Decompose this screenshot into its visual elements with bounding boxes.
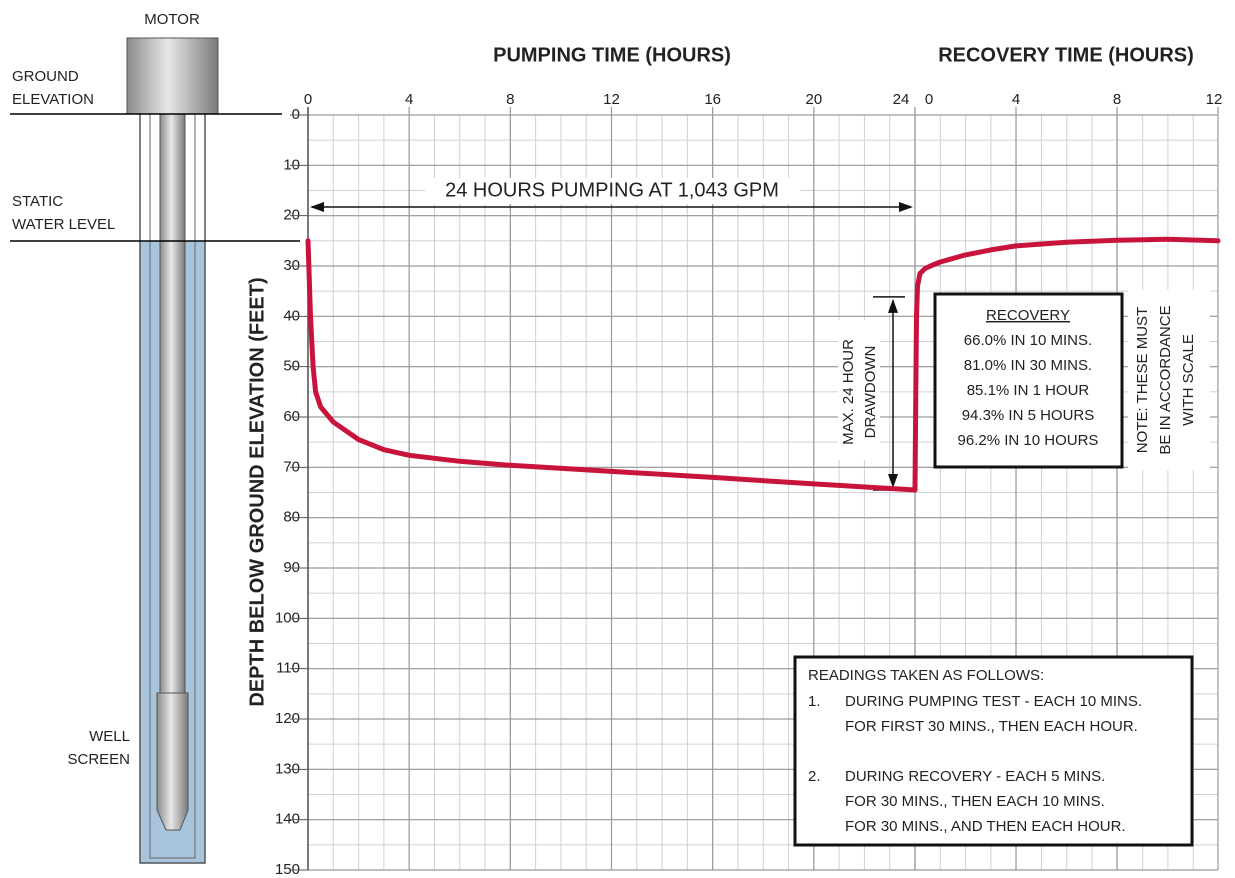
annotation: DRAWDOWN (862, 346, 879, 439)
note: BE IN ACCORDANCE (1157, 305, 1174, 454)
readings-number: 1. (808, 693, 821, 710)
recovery-line: 66.0% IN 10 MINS. (964, 332, 1092, 349)
x-tick-label: 4 (405, 91, 413, 108)
recovery-line: 81.0% IN 30 MINS. (964, 357, 1092, 374)
x-tick-label: 0 (304, 91, 312, 108)
annotation: 24 HOURS PUMPING AT 1,043 GPM (445, 179, 779, 201)
x2-tick-label: 0 (925, 91, 933, 108)
y-tick-label: 130 (275, 760, 300, 777)
readings-line: FOR 30 MINS., AND THEN EACH HOUR. (845, 818, 1126, 835)
y-tick-label: 140 (275, 811, 300, 828)
annotation: MAX. 24 HOUR (840, 339, 857, 445)
readings-line: FOR 30 MINS., THEN EACH 10 MINS. (845, 793, 1105, 810)
label: GROUND (12, 68, 79, 85)
readings-line: FOR FIRST 30 MINS., THEN EACH HOUR. (845, 718, 1138, 735)
y-tick-label: 150 (275, 861, 300, 878)
y-tick-label: 20 (283, 207, 300, 224)
y-tick-label: 100 (275, 609, 300, 626)
x2-tick-label: 4 (1012, 91, 1020, 108)
y-tick-label: 110 (276, 660, 300, 677)
label: ELEVATION (12, 91, 94, 108)
label: WELL (89, 728, 130, 745)
label: MOTOR (144, 11, 200, 28)
readings-number: 2. (808, 768, 821, 785)
y-tick-label: 40 (283, 307, 300, 324)
x-tick-label: 12 (603, 91, 620, 108)
x-title: PUMPING TIME (HOURS) (493, 44, 731, 66)
y-tick-label: 50 (283, 358, 300, 375)
readings-box (795, 657, 1192, 845)
motor (127, 38, 218, 114)
recovery-line: 96.2% IN 10 HOURS (958, 432, 1099, 449)
y-tick-label: 10 (283, 156, 300, 173)
screen (157, 693, 188, 830)
label: SCREEN (67, 751, 130, 768)
x2-title: RECOVERY TIME (HOURS) (938, 44, 1194, 66)
y-tick-label: 70 (283, 458, 300, 475)
y-tick-label: 60 (283, 408, 300, 425)
x-tick-label: 24 (893, 91, 910, 108)
x2-tick-label: 12 (1206, 91, 1223, 108)
y-tick-label: 80 (283, 509, 300, 526)
label: STATIC (12, 193, 63, 210)
y-tick-label: 120 (275, 710, 300, 727)
readings-title: READINGS TAKEN AS FOLLOWS: (808, 667, 1044, 684)
recovery-line: 85.1% IN 1 HOUR (967, 382, 1090, 399)
note: NOTE: THESE MUST (1134, 307, 1151, 453)
y-tick-label: 90 (283, 559, 300, 576)
label: WATER LEVEL (12, 216, 115, 233)
pipe (160, 113, 185, 693)
readings-line: DURING RECOVERY - EACH 5 MINS. (845, 768, 1105, 785)
x2-tick-label: 8 (1113, 91, 1121, 108)
readings-line: DURING PUMPING TEST - EACH 10 MINS. (845, 693, 1142, 710)
note: WITH SCALE (1180, 334, 1197, 426)
x-tick-label: 20 (805, 91, 822, 108)
y-tick-label: 0 (292, 106, 300, 123)
chart: MOTOR GROUND ELEVATION STATIC WATER LEVE… (0, 0, 1235, 878)
y-title: DEPTH BELOW GROUND ELEVATION (FEET) (246, 277, 268, 706)
x-tick-label: 8 (506, 91, 514, 108)
x-tick-label: 16 (704, 91, 721, 108)
recovery-title: RECOVERY (986, 307, 1070, 324)
y-tick-label: 30 (283, 257, 300, 274)
recovery-line: 94.3% IN 5 HOURS (962, 407, 1095, 424)
